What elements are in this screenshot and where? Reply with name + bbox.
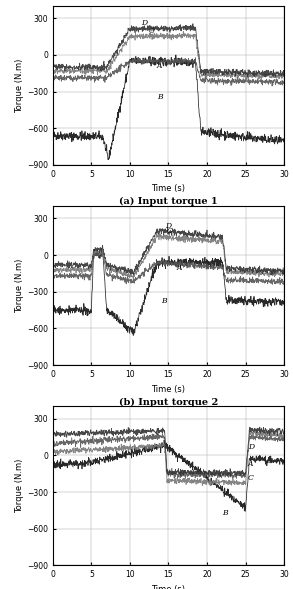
Y-axis label: Torque (N.m): Torque (N.m)	[15, 259, 24, 313]
Text: B: B	[222, 509, 228, 517]
Text: (b) Input torque 2: (b) Input torque 2	[119, 398, 218, 406]
Y-axis label: Torque (N.m): Torque (N.m)	[15, 58, 24, 112]
Text: A: A	[157, 62, 162, 70]
Text: C: C	[149, 28, 155, 35]
X-axis label: Time (s): Time (s)	[151, 184, 185, 193]
Text: A: A	[248, 460, 253, 468]
X-axis label: Time (s): Time (s)	[151, 385, 185, 393]
Text: A: A	[176, 264, 182, 272]
Text: D: D	[142, 19, 148, 27]
Y-axis label: Torque (N.m): Torque (N.m)	[15, 459, 24, 513]
Text: D: D	[248, 442, 254, 451]
Text: C: C	[248, 474, 254, 482]
Text: C: C	[167, 227, 173, 235]
X-axis label: Time (s): Time (s)	[151, 585, 185, 589]
Text: (a) Input torque 1: (a) Input torque 1	[119, 197, 218, 206]
Text: B: B	[161, 297, 166, 305]
Text: B: B	[157, 93, 163, 101]
Text: D: D	[165, 222, 171, 230]
